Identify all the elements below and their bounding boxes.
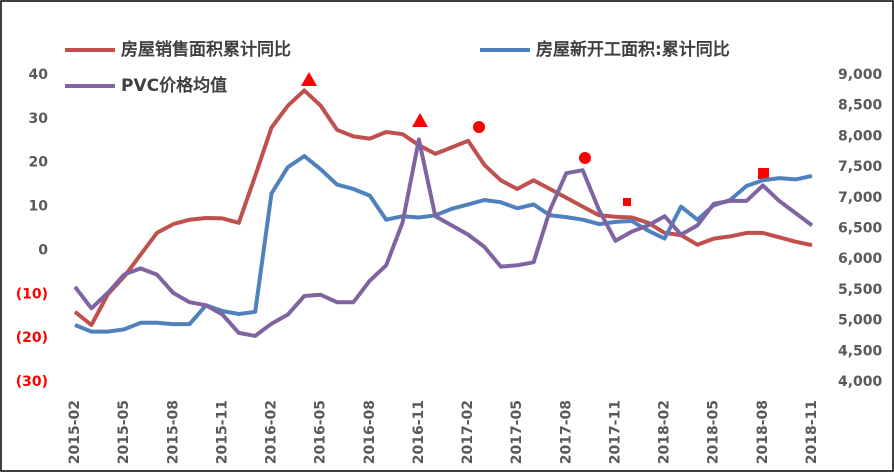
x-tick-label: 2018-05 <box>706 400 722 464</box>
y2-tick-label: 5,500 <box>838 282 883 298</box>
triangle-marker <box>412 113 428 127</box>
circle-marker <box>579 152 591 164</box>
y-tick-label: 10 <box>29 199 49 215</box>
x-tick-label: 2016-05 <box>313 400 329 464</box>
y-tick-label: (10) <box>16 286 48 302</box>
y2-tick-label: 8,000 <box>838 128 883 144</box>
x-tick-label: 2017-08 <box>558 400 574 464</box>
legend-label: PVC价格均值 <box>121 75 227 96</box>
y-tick-label: 40 <box>29 67 49 83</box>
y2-tick-label: 6,500 <box>838 221 883 237</box>
x-tick-label: 2018-08 <box>755 400 771 464</box>
x-tick-label: 2015-11 <box>214 400 230 464</box>
legend-label: 房屋新开工面积:累计同比 <box>536 39 730 60</box>
x-tick-label: 2015-05 <box>116 400 132 464</box>
series-line <box>73 137 814 338</box>
x-tick-label: 2018-02 <box>657 400 673 464</box>
annotation-markers <box>301 72 769 206</box>
circle-marker <box>473 121 485 133</box>
x-tick-label: 2017-02 <box>460 400 476 464</box>
y2-tick-label: 6,000 <box>838 251 883 267</box>
y2-tick-label: 8,500 <box>838 98 883 114</box>
legend-label: 房屋销售面积累计同比 <box>121 39 291 60</box>
x-tick-label: 2015-02 <box>67 400 83 464</box>
x-tick-label: 2017-11 <box>607 400 623 464</box>
x-tick-label: 2016-11 <box>411 400 427 464</box>
y-tick-label: 20 <box>29 155 49 171</box>
square-marker <box>623 198 631 206</box>
square-marker <box>758 168 769 179</box>
y2-tick-label: 4,500 <box>838 343 883 359</box>
y-tick-label: (30) <box>16 374 48 390</box>
x-tick-label: 2017-05 <box>509 400 525 464</box>
x-tick-label: 2015-08 <box>165 400 181 464</box>
y-tick-label: (20) <box>16 330 48 346</box>
series-line <box>74 154 813 334</box>
y2-tick-label: 9,000 <box>838 67 883 83</box>
x-tick-label: 2016-02 <box>264 400 280 464</box>
y2-tick-label: 5,000 <box>838 313 883 329</box>
x-tick-label: 2018-11 <box>804 400 820 464</box>
y2-tick-label: 4,000 <box>838 374 883 390</box>
y2-tick-label: 7,000 <box>838 190 883 206</box>
y2-tick-label: 7,500 <box>838 159 883 175</box>
series-line <box>73 88 813 327</box>
triangle-marker <box>301 72 317 86</box>
y-tick-label: 0 <box>38 242 48 258</box>
y-tick-label: 30 <box>29 111 49 127</box>
x-tick-label: 2016-08 <box>362 400 378 464</box>
